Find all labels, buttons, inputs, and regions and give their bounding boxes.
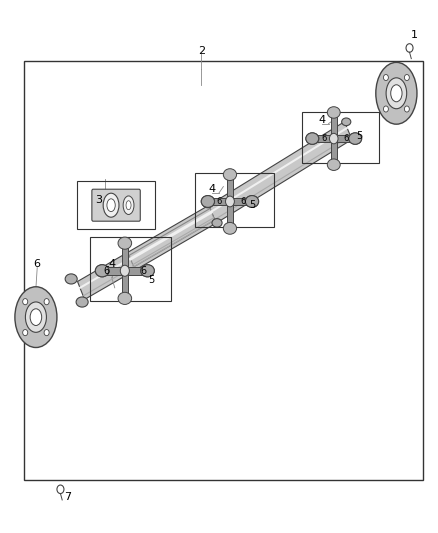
Ellipse shape [95, 265, 109, 277]
Ellipse shape [65, 274, 77, 284]
Text: 5: 5 [148, 275, 154, 285]
Text: 6: 6 [240, 197, 246, 206]
Ellipse shape [141, 265, 154, 277]
Ellipse shape [141, 265, 154, 277]
Ellipse shape [95, 265, 109, 277]
Ellipse shape [30, 309, 42, 326]
Circle shape [120, 265, 129, 276]
Polygon shape [102, 267, 148, 274]
Polygon shape [78, 205, 216, 300]
Text: 4: 4 [209, 184, 216, 194]
Ellipse shape [223, 169, 237, 181]
Text: 4: 4 [108, 259, 115, 269]
Text: 6: 6 [343, 134, 349, 143]
Polygon shape [208, 198, 252, 205]
Text: 4: 4 [318, 115, 325, 125]
Text: 7: 7 [64, 492, 71, 502]
Polygon shape [209, 122, 352, 223]
Circle shape [329, 133, 338, 144]
Ellipse shape [123, 196, 134, 214]
Circle shape [44, 329, 49, 336]
Circle shape [404, 106, 410, 112]
Ellipse shape [245, 196, 259, 207]
Ellipse shape [126, 201, 131, 209]
Text: 6: 6 [321, 134, 327, 143]
Circle shape [226, 196, 234, 207]
Ellipse shape [25, 302, 46, 333]
Circle shape [383, 106, 389, 112]
Ellipse shape [245, 196, 259, 207]
Text: 5: 5 [356, 131, 362, 141]
Text: 6: 6 [34, 259, 41, 269]
Ellipse shape [342, 118, 351, 126]
Bar [77, 181, 155, 229]
Circle shape [406, 44, 413, 52]
Bar [24, 61, 423, 480]
Ellipse shape [201, 196, 215, 207]
Ellipse shape [203, 199, 213, 208]
Ellipse shape [376, 62, 417, 124]
Circle shape [404, 75, 410, 80]
FancyBboxPatch shape [92, 189, 140, 221]
Text: 5: 5 [249, 200, 255, 210]
Text: 2: 2 [198, 46, 205, 55]
Ellipse shape [212, 219, 222, 227]
Polygon shape [227, 175, 233, 228]
Circle shape [57, 485, 64, 494]
Polygon shape [331, 112, 337, 165]
Ellipse shape [327, 159, 340, 171]
Ellipse shape [15, 287, 57, 348]
Text: 3: 3 [95, 195, 102, 205]
Ellipse shape [391, 85, 402, 102]
Text: 6: 6 [216, 197, 222, 206]
Circle shape [23, 329, 28, 336]
Bar [195, 173, 274, 227]
Ellipse shape [103, 193, 119, 217]
Ellipse shape [76, 297, 88, 307]
Bar [302, 112, 379, 163]
Ellipse shape [223, 222, 237, 234]
Ellipse shape [118, 292, 132, 304]
Polygon shape [312, 135, 355, 142]
Ellipse shape [306, 133, 319, 144]
Text: 6: 6 [103, 266, 109, 276]
Text: 6: 6 [141, 266, 147, 276]
Bar [90, 237, 171, 301]
Circle shape [23, 298, 28, 305]
Ellipse shape [201, 196, 215, 207]
Circle shape [383, 75, 389, 80]
Ellipse shape [349, 133, 362, 144]
Polygon shape [122, 243, 128, 298]
Ellipse shape [386, 78, 406, 109]
Ellipse shape [327, 107, 340, 118]
Ellipse shape [306, 133, 319, 144]
Ellipse shape [107, 199, 115, 212]
Ellipse shape [349, 133, 362, 144]
Text: 1: 1 [410, 30, 417, 39]
Circle shape [44, 298, 49, 305]
Polygon shape [129, 208, 215, 267]
Ellipse shape [118, 237, 132, 249]
Ellipse shape [350, 135, 359, 143]
